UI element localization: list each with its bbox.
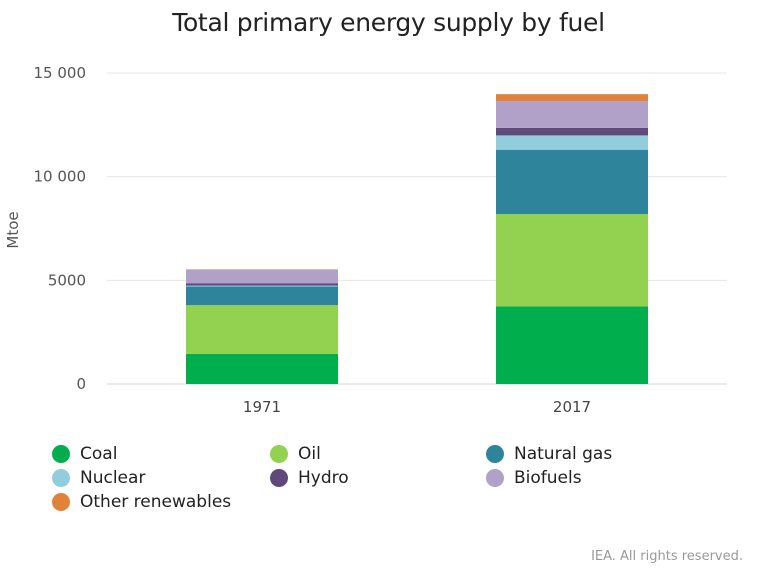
legend-label: Natural gas [514, 444, 613, 464]
y-tick-label: 0 [76, 375, 86, 393]
x-axis-ticks: 1971 2017 [243, 398, 591, 416]
legend-swatch-icon [486, 445, 504, 463]
legend-item-coal[interactable]: Coal [52, 444, 117, 464]
y-tick-label: 10 000 [34, 168, 87, 186]
copyright-credit: IEA. All rights reserved. [591, 549, 743, 564]
legend-swatch-icon [270, 445, 288, 463]
legend-label: Other renewables [80, 492, 232, 512]
legend-item-biofuels[interactable]: Biofuels [486, 468, 582, 488]
x-tick-label: 1971 [243, 398, 281, 416]
bar-segment-other-renewables-2017[interactable] [496, 94, 648, 101]
legend-label: Nuclear [80, 468, 146, 488]
y-axis-ticks: 0 5000 10 000 15 000 [34, 64, 87, 393]
bar-segment-natural-gas-2017[interactable] [496, 149, 648, 214]
legend-item-oil[interactable]: Oil [270, 444, 321, 464]
legend-label: Oil [298, 444, 321, 464]
bar-segment-nuclear-1971[interactable] [186, 285, 338, 287]
bar-segment-natural-gas-1971[interactable] [186, 286, 338, 306]
bar-segment-coal-2017[interactable] [496, 306, 648, 384]
legend-swatch-icon [52, 493, 70, 511]
legend-swatch-icon [52, 469, 70, 487]
chart-title: Total primary energy supply by fuel [172, 8, 605, 37]
bar-segment-coal-1971[interactable] [186, 353, 338, 384]
legend-label: Hydro [298, 468, 349, 488]
chart-plot: 0 5000 10 000 15 000 1971 2017 Mtoe [4, 64, 727, 416]
bar-segment-nuclear-2017[interactable] [496, 135, 648, 150]
legend-item-hydro[interactable]: Hydro [270, 468, 349, 488]
bar-segment-biofuels-2017[interactable] [496, 100, 648, 128]
y-tick-label: 5000 [48, 271, 86, 289]
bar-segment-biofuels-1971[interactable] [186, 269, 338, 284]
bar-segment-hydro-2017[interactable] [496, 127, 648, 136]
y-axis-label: Mtoe [4, 211, 22, 248]
bar-segment-hydro-1971[interactable] [186, 283, 338, 286]
legend-swatch-icon [270, 469, 288, 487]
bars [186, 94, 648, 384]
x-tick-label: 2017 [553, 398, 591, 416]
bar-segment-oil-1971[interactable] [186, 305, 338, 354]
legend-label: Coal [80, 444, 118, 464]
legend-item-other-renewables[interactable]: Other renewables [52, 492, 231, 512]
legend-item-natural-gas[interactable]: Natural gas [486, 444, 612, 464]
legend-label: Biofuels [514, 468, 582, 488]
bar-segment-oil-2017[interactable] [496, 213, 648, 307]
legend-swatch-icon [52, 445, 70, 463]
legend-swatch-icon [486, 469, 504, 487]
y-tick-label: 15 000 [34, 64, 87, 82]
legend-item-nuclear[interactable]: Nuclear [52, 468, 145, 488]
